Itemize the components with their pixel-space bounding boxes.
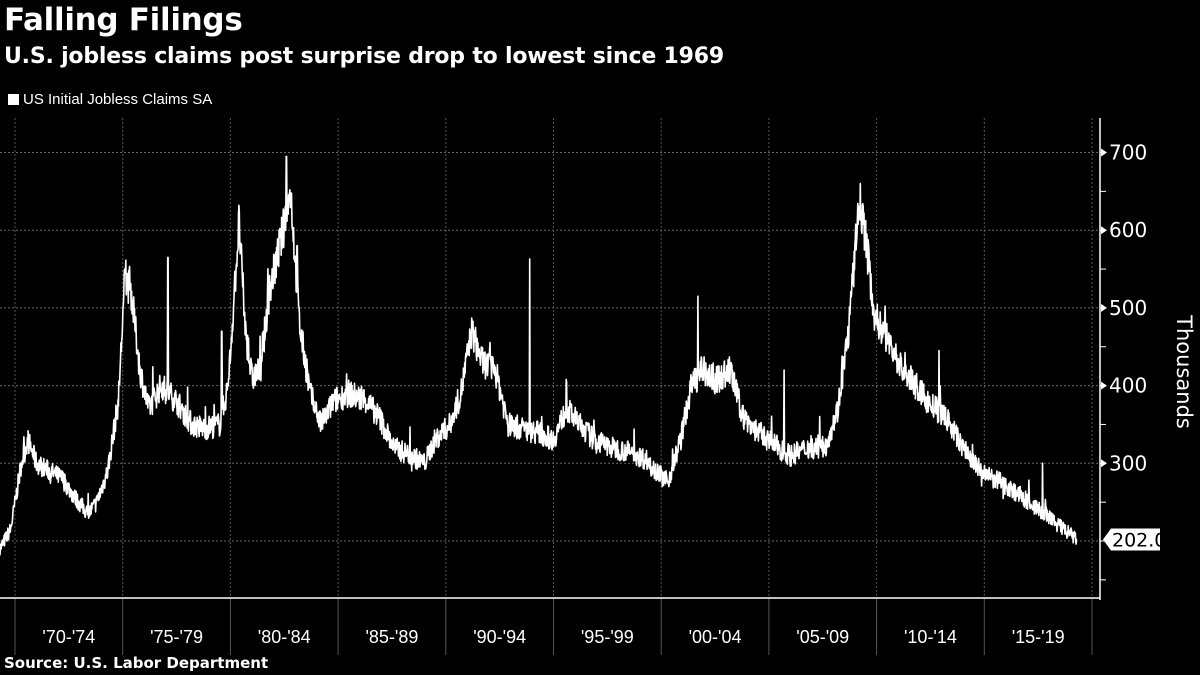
legend-label: US Initial Jobless Claims SA bbox=[23, 91, 213, 108]
y-tick-arrow bbox=[1101, 381, 1107, 390]
y-axis: 300 400 500 600 700 bbox=[1099, 118, 1147, 600]
last-value-text: 202.0 bbox=[1112, 529, 1166, 551]
y-tick-label: 500 bbox=[1109, 296, 1147, 320]
x-tick-label: '10-'14 bbox=[904, 627, 957, 647]
series-line bbox=[0, 155, 1078, 556]
legend: US Initial Jobless Claims SA bbox=[8, 91, 212, 108]
source-note: Source: U.S. Labor Department bbox=[4, 654, 269, 672]
x-tick-label: '00-'04 bbox=[689, 627, 742, 647]
y-tick-arrow bbox=[1101, 303, 1107, 312]
y-axis-label: Thousands bbox=[1172, 314, 1196, 429]
x-tick-label: '80-'84 bbox=[258, 627, 311, 647]
y-tick-label: 600 bbox=[1109, 218, 1147, 242]
y-tick-arrow bbox=[1101, 148, 1107, 157]
chart-subtitle: U.S. jobless claims post surprise drop t… bbox=[4, 44, 724, 69]
x-axis: '70-'74 '75-'79 '80-'84 '85-'89 '90-'94 '95-'… bbox=[0, 597, 1100, 655]
chart-title: Falling Filings bbox=[4, 2, 243, 38]
last-value-box bbox=[1103, 528, 1160, 551]
legend-swatch bbox=[8, 94, 19, 105]
x-tick-label: '75-'79 bbox=[150, 627, 203, 647]
x-tick-label: '95-'99 bbox=[581, 627, 634, 647]
x-tick-label: '90-'94 bbox=[473, 627, 526, 647]
gridlines bbox=[0, 118, 1100, 598]
x-tick-label: '05-'09 bbox=[796, 627, 849, 647]
y-tick-label: 700 bbox=[1109, 141, 1147, 165]
y-tick-label: 300 bbox=[1109, 451, 1147, 475]
x-tick-label: '15-'19 bbox=[1012, 627, 1065, 647]
x-tick-label: '85-'89 bbox=[365, 627, 418, 647]
last-value-label: 202.0 bbox=[1103, 528, 1166, 551]
y-tick-arrow bbox=[1101, 459, 1107, 468]
y-tick-label: 400 bbox=[1109, 374, 1147, 398]
x-tick-label: '70-'74 bbox=[42, 627, 95, 647]
y-tick-arrow bbox=[1101, 226, 1107, 235]
